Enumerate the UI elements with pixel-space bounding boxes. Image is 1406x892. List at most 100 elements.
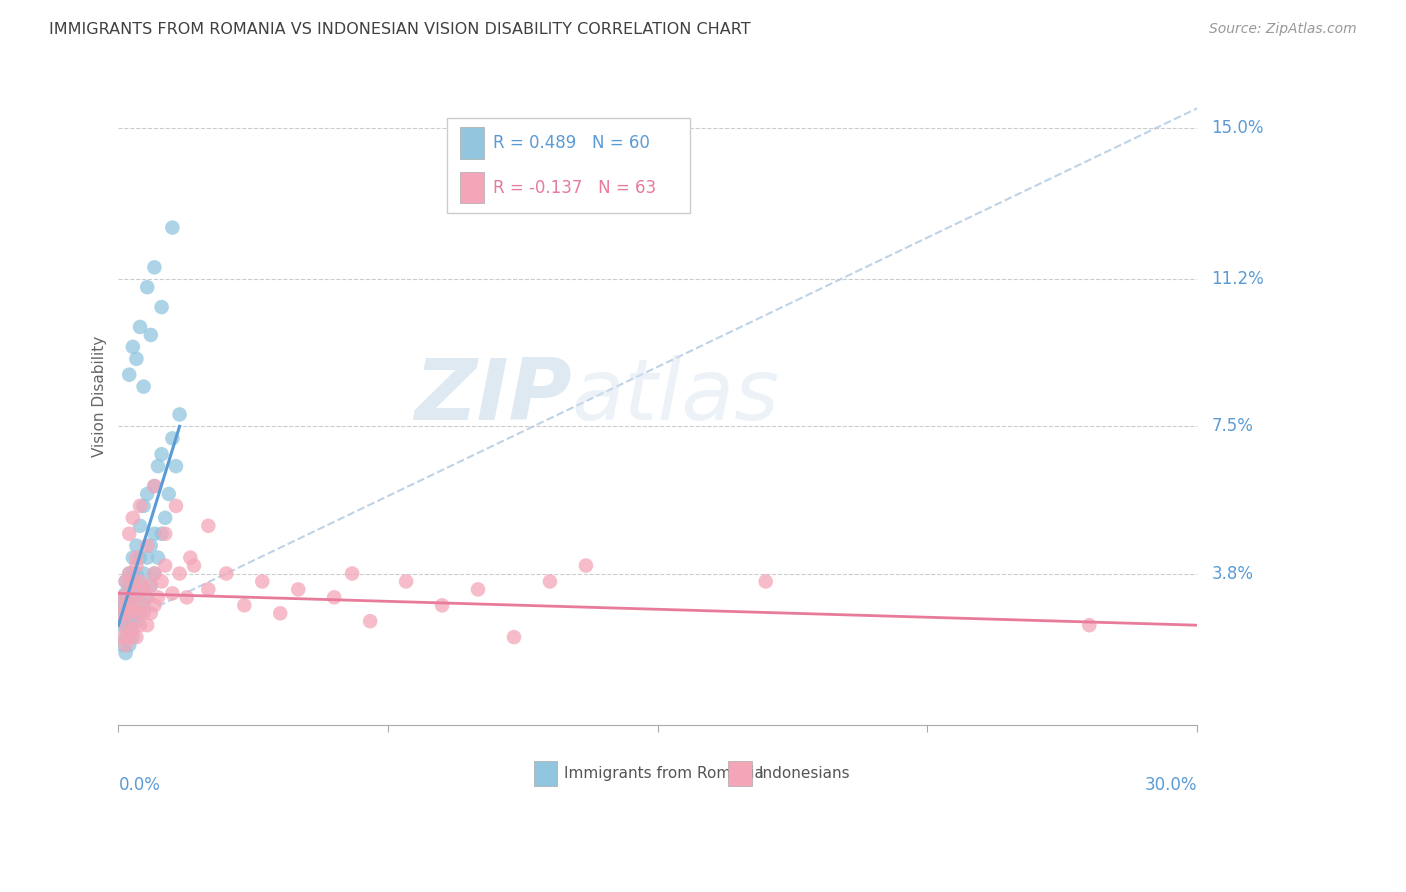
Text: R = -0.137   N = 63: R = -0.137 N = 63 — [492, 178, 655, 196]
Point — [121, 591, 143, 605]
Point — [215, 566, 238, 581]
Text: 11.2%: 11.2% — [1212, 270, 1264, 288]
Point — [143, 566, 166, 581]
Point — [146, 459, 169, 474]
Point — [143, 479, 166, 493]
Point — [114, 586, 136, 600]
Point — [125, 550, 148, 565]
Point — [121, 610, 143, 624]
Point — [169, 566, 191, 581]
Point — [118, 622, 141, 636]
Point — [153, 558, 176, 573]
Point — [183, 558, 205, 573]
Point — [111, 638, 134, 652]
Point — [114, 607, 136, 621]
Point — [114, 630, 136, 644]
Text: Source: ZipAtlas.com: Source: ZipAtlas.com — [1209, 22, 1357, 37]
Bar — [728, 761, 752, 786]
Point — [467, 582, 489, 597]
Point — [121, 550, 143, 565]
Point — [111, 630, 134, 644]
Point — [143, 479, 166, 493]
Point — [118, 630, 141, 644]
Point — [111, 599, 134, 613]
Point — [121, 566, 143, 581]
Text: Indonesians: Indonesians — [758, 765, 849, 780]
Point — [111, 591, 134, 605]
Point — [121, 574, 143, 589]
Point — [129, 518, 152, 533]
Text: 15.0%: 15.0% — [1212, 120, 1264, 137]
Point — [503, 630, 526, 644]
Point — [176, 591, 198, 605]
Bar — [534, 761, 558, 786]
Text: 30.0%: 30.0% — [1144, 776, 1197, 794]
Point — [118, 566, 141, 581]
Point — [575, 558, 598, 573]
Text: 0.0%: 0.0% — [118, 776, 160, 794]
Point — [118, 566, 141, 581]
Point — [125, 591, 148, 605]
Point — [121, 622, 143, 636]
Point — [143, 566, 166, 581]
Text: IMMIGRANTS FROM ROMANIA VS INDONESIAN VISION DISABILITY CORRELATION CHART: IMMIGRANTS FROM ROMANIA VS INDONESIAN VI… — [49, 22, 751, 37]
Point — [111, 591, 134, 605]
Point — [125, 351, 148, 366]
Point — [136, 539, 159, 553]
Point — [150, 574, 173, 589]
Point — [150, 447, 173, 461]
Point — [162, 220, 184, 235]
Point — [111, 618, 134, 632]
Point — [197, 582, 219, 597]
Point — [136, 550, 159, 565]
Text: R = 0.489   N = 60: R = 0.489 N = 60 — [492, 134, 650, 152]
Point — [430, 599, 453, 613]
Point — [114, 618, 136, 632]
Point — [125, 566, 148, 581]
Point — [755, 574, 778, 589]
Point — [150, 526, 173, 541]
Point — [165, 459, 187, 474]
Y-axis label: Vision Disability: Vision Disability — [93, 336, 107, 458]
Point — [114, 646, 136, 660]
Point — [1078, 618, 1101, 632]
Point — [118, 368, 141, 382]
Point — [287, 582, 309, 597]
Point — [132, 379, 155, 393]
Point — [269, 607, 291, 621]
Point — [129, 599, 152, 613]
Point — [139, 578, 162, 592]
Point — [143, 526, 166, 541]
Point — [114, 599, 136, 613]
Point — [129, 499, 152, 513]
Point — [118, 526, 141, 541]
Text: atlas: atlas — [571, 355, 779, 438]
Point — [169, 408, 191, 422]
Point — [129, 550, 152, 565]
Point — [125, 558, 148, 573]
Point — [118, 607, 141, 621]
Point — [136, 591, 159, 605]
Point — [197, 518, 219, 533]
Point — [129, 574, 152, 589]
Point — [139, 327, 162, 342]
Point — [129, 607, 152, 621]
Point — [132, 607, 155, 621]
Point — [323, 591, 346, 605]
Point — [146, 550, 169, 565]
Point — [129, 320, 152, 334]
Point — [139, 607, 162, 621]
Point — [538, 574, 561, 589]
Point — [111, 607, 134, 621]
Point — [136, 280, 159, 294]
Point — [136, 487, 159, 501]
Point — [125, 539, 148, 553]
Point — [157, 487, 180, 501]
Point — [125, 607, 148, 621]
Point — [125, 586, 148, 600]
Point — [179, 550, 201, 565]
Point — [143, 260, 166, 275]
Point — [359, 614, 381, 628]
Text: 3.8%: 3.8% — [1212, 565, 1254, 582]
Point — [118, 578, 141, 592]
